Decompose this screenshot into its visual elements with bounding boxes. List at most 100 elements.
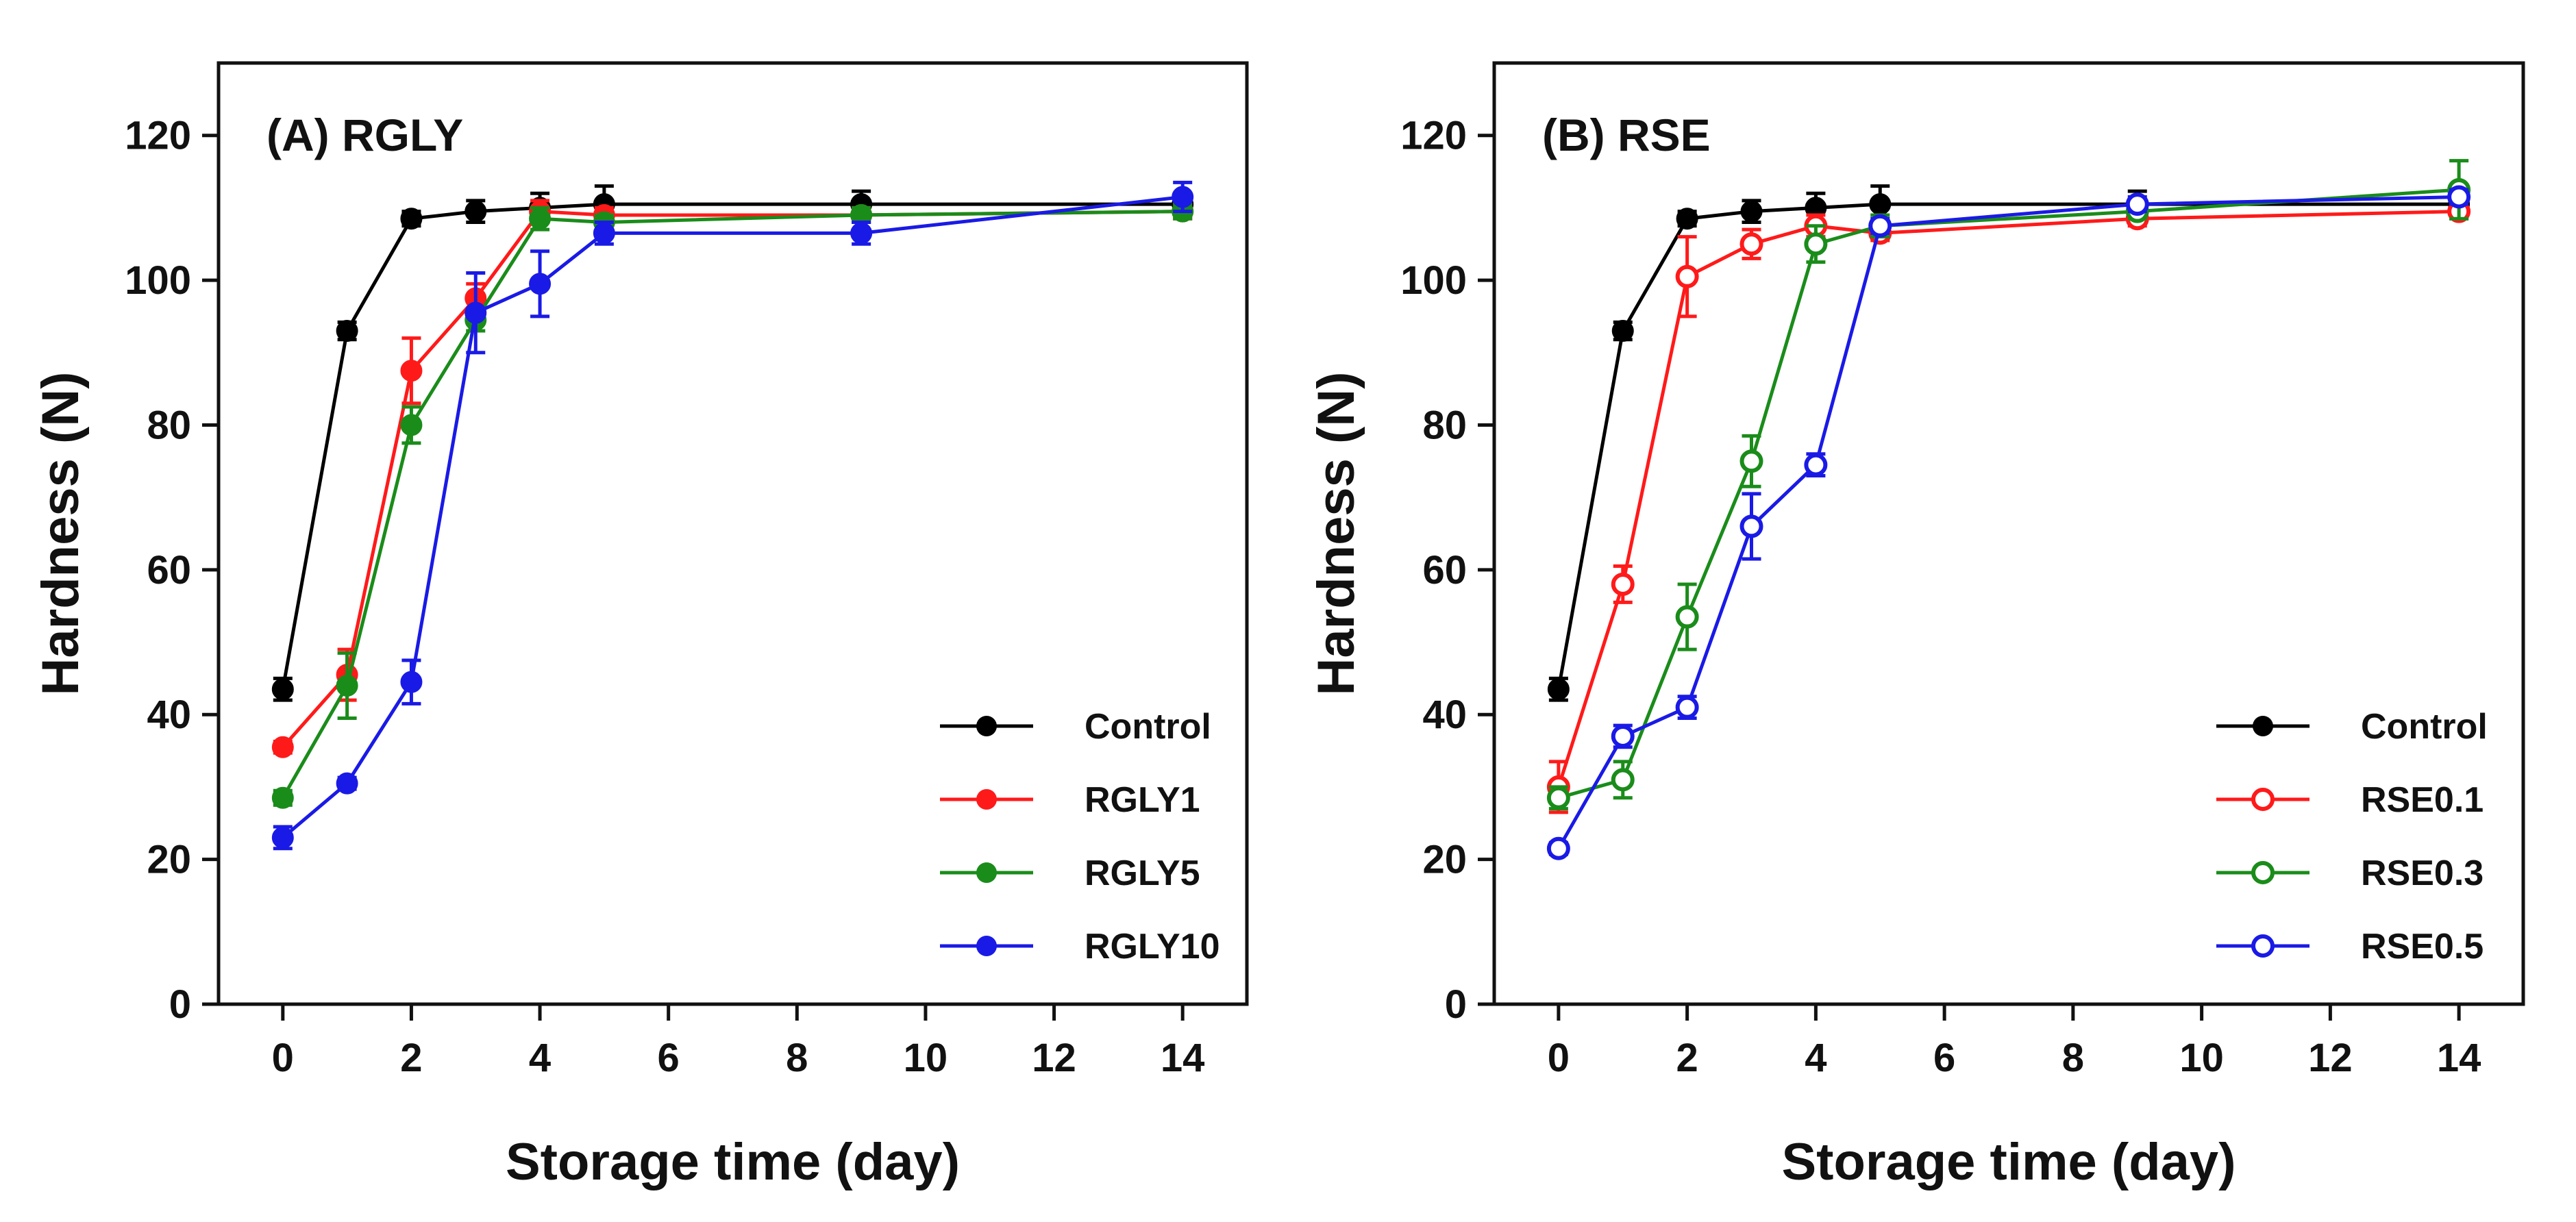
chart-b-point-rse0-5: [2447, 185, 2471, 209]
chart-a-point-rgly5: [336, 674, 358, 697]
chart-a-series-rgly10: [271, 180, 1194, 851]
chart-a-point-control: [400, 208, 423, 230]
chart-a-point-rgly10: [400, 671, 423, 693]
chart-b-x-tick-label: 12: [2308, 1036, 2353, 1080]
chart-b-point-rse0-3: [1675, 605, 1699, 629]
chart-b-point-rse0-1: [1675, 264, 1699, 288]
chart-b-x-tick-label: 6: [1933, 1036, 1955, 1080]
chart-b-legend-label: RSE0.3: [2361, 853, 2484, 893]
chart-b-x-tick-label: 0: [1548, 1036, 1570, 1080]
chart-a-x-tick-label: 4: [529, 1036, 551, 1080]
chart-a-point-control: [271, 678, 294, 701]
chart-b-point-rse0-5: [2125, 192, 2149, 216]
chart-a-point-rgly1: [400, 360, 423, 382]
chart-b-legend-item-rse0-5: RSE0.5: [2216, 927, 2484, 967]
chart-a-point-rgly10: [465, 301, 487, 324]
chart-b-y-axis-title: Hardness (N): [1307, 372, 1365, 696]
chart-a-point-rgly10: [271, 826, 294, 849]
chart-a-legend-marker: [976, 936, 997, 956]
chart-a-y-tick-label: 120: [125, 114, 191, 158]
chart-a-line-control: [281, 202, 1183, 690]
chart-a-point-control: [336, 320, 358, 342]
chart-b-point-rse0-5: [1611, 724, 1635, 748]
chart-b-x-tick-label: 8: [2062, 1036, 2084, 1080]
chart-a-line-rgly5: [281, 210, 1183, 799]
chart-a-x-axis-title: Storage time (day): [506, 1133, 960, 1191]
chart-a-legend-item-rgly10: RGLY10: [940, 927, 1220, 967]
chart-a-point-rgly5: [529, 208, 552, 230]
chart-b-point-rse0-3: [1804, 232, 1828, 256]
chart-a-point-rgly5: [400, 414, 423, 436]
chart-b-y-tick-label: 60: [1422, 548, 1467, 593]
chart-b-x-tick-label: 10: [2179, 1036, 2224, 1080]
chart-b-point-control: [1740, 200, 1763, 223]
chart-b-x-tick-label: 4: [1805, 1036, 1826, 1080]
chart-b-line-rse0-3: [1558, 188, 2460, 800]
chart-a-point-control: [465, 200, 487, 223]
chart-b-legend-marker: [2251, 788, 2275, 811]
chart-a-x-tick-label: 2: [400, 1036, 422, 1080]
chart-a-y-axis-title: Hardness (N): [32, 372, 90, 696]
chart-b-point-rse0-1: [1739, 232, 1763, 256]
chart-a-x-tick-label: 8: [786, 1036, 808, 1080]
chart-a-legend-label: RGLY1: [1085, 780, 1200, 820]
chart-b-x-tick-label: 2: [1676, 1036, 1698, 1080]
chart-b-point-rse0-5: [1675, 695, 1699, 719]
chart-b-title: (B) RSE: [1542, 110, 1711, 160]
chart-a-legend-marker: [976, 716, 997, 736]
chart-a-y-tick-label: 40: [147, 693, 191, 737]
chart-a-legend-item-rgly1: RGLY1: [940, 780, 1200, 820]
chart-b-line-rse0-1: [1557, 210, 2460, 788]
chart-b-line-rse0-5: [1557, 195, 2460, 850]
chart-b-y-tick-label: 80: [1422, 403, 1467, 447]
chart-a-legend-marker: [976, 789, 997, 810]
chart-a-legend-item-control: Control: [940, 707, 1211, 747]
chart-a-legend-label: RGLY5: [1085, 853, 1200, 893]
chart-a-x-tick-label: 12: [1032, 1036, 1076, 1080]
chart-b-point-rse0-1: [1611, 572, 1635, 596]
chart-b-series-rse0-5: [1546, 185, 2471, 860]
chart-b-point-rse0-5: [1739, 514, 1763, 538]
chart-a-y-tick-label: 80: [147, 403, 191, 447]
chart-a-x-tick-label: 14: [1161, 1036, 1205, 1080]
chart-a-y-tick-label: 20: [147, 838, 191, 882]
chart-b-line-control: [1557, 202, 2460, 690]
chart-b-point-control: [1547, 678, 1570, 701]
chart-b-point-rse0-5: [1546, 836, 1570, 860]
chart-a-x-tick-label: 0: [272, 1036, 294, 1080]
chart-b-x-tick-label: 14: [2437, 1036, 2481, 1080]
chart-b-x-axis-title: Storage time (day): [1781, 1133, 2236, 1191]
chart-b-y-tick-label: 0: [1445, 982, 1467, 1027]
chart-a-y-tick-label: 0: [169, 982, 191, 1027]
chart-a-legend-item-rgly5: RGLY5: [940, 853, 1200, 893]
chart-a-point-rgly10: [593, 222, 615, 245]
chart-b-point-rse0-3: [1611, 768, 1635, 792]
chart-a-point-rgly10: [529, 273, 552, 295]
chart-b-point-rse0-3: [1546, 786, 1570, 810]
chart-a-point-rgly10: [850, 222, 873, 245]
chart-a-point-rgly10: [336, 772, 358, 795]
chart-b-legend-item-rse0-3: RSE0.3: [2216, 853, 2484, 893]
chart-a-line-rgly10: [282, 195, 1183, 839]
chart-b-legend-marker: [2251, 861, 2275, 884]
chart-b-y-tick-label: 120: [1400, 114, 1467, 158]
chart-b-y-tick-label: 40: [1422, 693, 1467, 737]
chart-b-y-tick-label: 100: [1400, 258, 1467, 303]
chart-a-legend-label: RGLY10: [1085, 927, 1220, 967]
chart-b-legend-marker: [2253, 716, 2273, 736]
chart-b-legend-label: RSE0.1: [2361, 780, 2484, 820]
chart-a-point-rgly5: [271, 786, 294, 809]
chart-b-legend-item-control: Control: [2216, 707, 2488, 747]
chart-panel-b: 0 20 40 60 80 100 120 0 2 4 6 8 10 12 14 Storage time (…: [1307, 61, 2525, 1191]
chart-a-x-tick-label: 10: [904, 1036, 948, 1080]
chart-a-point-rgly10: [1172, 186, 1194, 208]
chart-b-y-tick-label: 20: [1422, 838, 1467, 882]
chart-b-legend-marker: [2251, 934, 2275, 958]
chart-b-point-control: [1676, 208, 1698, 230]
chart-a-title: (A) RGLY: [267, 110, 463, 160]
chart-a-legend-label: Control: [1085, 707, 1211, 747]
chart-b-point-rse0-5: [1868, 214, 1892, 238]
chart-b-point-control: [1869, 193, 1892, 216]
chart-a-plot-frame: [216, 61, 1249, 1006]
